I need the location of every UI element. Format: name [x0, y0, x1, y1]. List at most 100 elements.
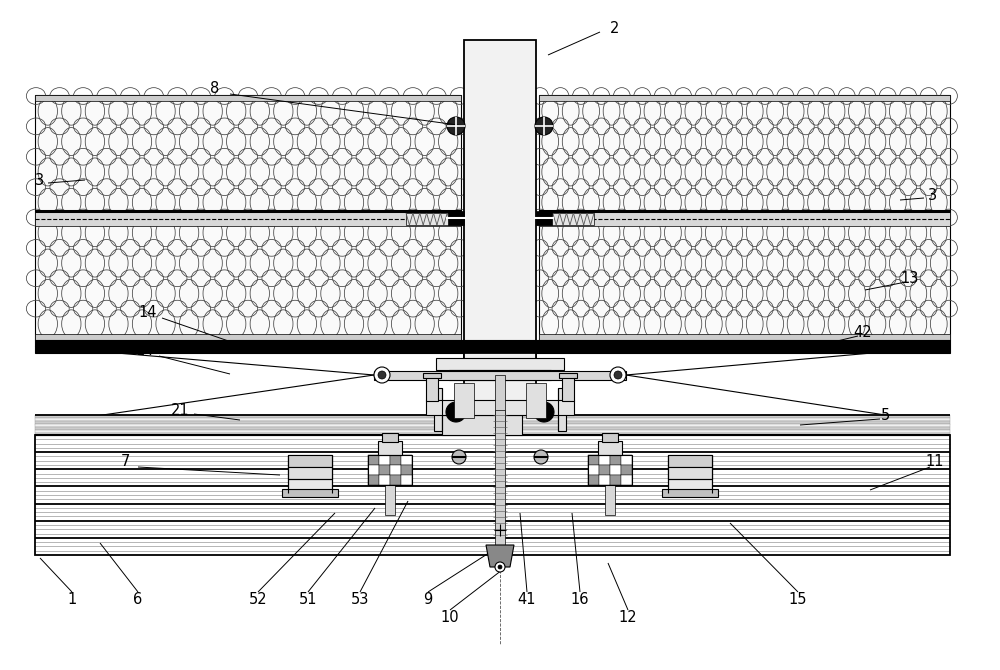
Circle shape	[610, 367, 626, 383]
Text: 8: 8	[210, 80, 220, 96]
Bar	[382, 433, 398, 442]
Bar	[610, 465, 621, 475]
Text: 11: 11	[926, 454, 944, 470]
Text: 51: 51	[299, 592, 317, 608]
Bar	[401, 455, 412, 465]
Bar	[368, 455, 412, 485]
Bar	[454, 383, 474, 418]
Bar	[605, 485, 615, 515]
Circle shape	[374, 367, 390, 383]
Bar	[288, 467, 332, 479]
Bar	[668, 455, 712, 467]
Bar	[539, 95, 950, 101]
Bar	[379, 475, 390, 485]
Bar	[558, 413, 566, 431]
Bar	[449, 370, 551, 380]
Bar	[464, 353, 536, 415]
Bar	[621, 465, 632, 475]
Bar	[662, 489, 718, 497]
Text: 41: 41	[518, 592, 536, 608]
Text: 3: 3	[928, 188, 937, 202]
Circle shape	[446, 402, 466, 422]
Bar	[539, 212, 950, 226]
Bar	[442, 415, 522, 435]
Bar	[379, 455, 390, 465]
Text: 21: 21	[171, 403, 189, 417]
Bar	[385, 485, 395, 515]
Text: 9: 9	[423, 592, 433, 608]
Bar	[368, 455, 379, 465]
Circle shape	[534, 402, 554, 422]
Circle shape	[447, 117, 465, 135]
Bar	[668, 455, 712, 493]
Bar	[390, 465, 401, 475]
Bar	[668, 467, 712, 479]
Bar	[588, 465, 599, 475]
Bar	[495, 410, 505, 545]
Bar	[434, 413, 442, 431]
Bar	[539, 334, 950, 340]
Text: 6: 6	[133, 592, 143, 608]
Text: 14: 14	[139, 304, 157, 320]
Bar	[35, 334, 461, 340]
Bar	[406, 213, 461, 225]
Text: 13: 13	[901, 271, 919, 285]
Bar	[35, 340, 950, 353]
Text: 2: 2	[610, 21, 620, 36]
Text: 14: 14	[136, 342, 154, 358]
Text: 16: 16	[571, 592, 589, 608]
Bar	[35, 433, 950, 436]
Text: 42: 42	[854, 324, 872, 340]
Text: 12: 12	[619, 610, 637, 626]
Bar	[588, 455, 632, 485]
Bar	[374, 371, 626, 380]
Bar	[448, 211, 464, 225]
Bar	[35, 435, 950, 555]
Circle shape	[535, 117, 553, 135]
Text: 52: 52	[249, 592, 267, 608]
Text: 15: 15	[789, 592, 807, 608]
Bar	[602, 433, 618, 442]
Bar	[539, 213, 594, 225]
Bar	[401, 465, 412, 475]
Bar	[536, 211, 552, 225]
Bar	[390, 455, 401, 465]
Bar	[35, 212, 461, 226]
Bar	[282, 489, 338, 497]
Bar	[610, 455, 621, 465]
Bar	[599, 455, 610, 465]
Bar	[35, 427, 950, 430]
Bar	[559, 373, 577, 378]
Bar	[368, 475, 379, 485]
Bar	[526, 383, 546, 418]
Bar	[621, 455, 632, 465]
Bar	[35, 95, 461, 340]
Circle shape	[498, 565, 502, 569]
Bar	[562, 377, 574, 401]
Circle shape	[614, 371, 622, 379]
Circle shape	[378, 371, 386, 379]
Bar	[35, 421, 950, 424]
Bar	[599, 475, 610, 485]
Bar	[588, 455, 599, 465]
Bar	[288, 455, 332, 493]
Circle shape	[495, 562, 505, 572]
Text: 7: 7	[120, 454, 130, 470]
Bar	[610, 475, 621, 485]
Bar	[35, 415, 950, 418]
Bar	[35, 424, 950, 427]
Text: 10: 10	[441, 610, 459, 626]
Bar	[436, 358, 564, 370]
Bar	[390, 475, 401, 485]
Text: 53: 53	[351, 592, 369, 608]
Bar	[423, 373, 441, 378]
Bar	[379, 465, 390, 475]
Bar	[35, 418, 950, 421]
Bar	[35, 95, 461, 101]
Bar	[539, 95, 950, 340]
Bar	[378, 441, 402, 455]
Bar	[288, 455, 332, 467]
Bar	[430, 388, 442, 413]
Bar	[598, 441, 622, 455]
Circle shape	[534, 450, 548, 464]
